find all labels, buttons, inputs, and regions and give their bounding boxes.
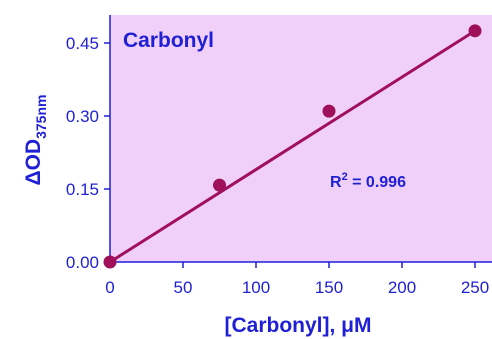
x-axis-title-main: [Carbonyl],	[224, 314, 341, 337]
y-tick-label: 0.00	[66, 253, 99, 272]
x-tick-label: 250	[461, 278, 489, 297]
r2-superscript: 2	[342, 171, 348, 183]
x-axis-title: [Carbonyl], μM	[224, 314, 371, 337]
x-tick-label: 100	[242, 278, 270, 297]
y-axis-title-subscript: 375nm	[33, 95, 49, 139]
data-point	[322, 104, 336, 118]
data-point	[213, 178, 226, 192]
r2-prefix: R	[330, 174, 342, 191]
r-squared-annotation: R2 = 0.996	[330, 171, 406, 191]
y-tick-label: 0.15	[66, 180, 99, 199]
data-point	[103, 255, 117, 269]
x-tick-label: 50	[174, 278, 193, 297]
x-tick-label: 200	[388, 278, 416, 297]
axes	[109, 15, 492, 263]
y-axis-title: ΔOD375nm	[22, 95, 49, 186]
r2-value: = 0.996	[348, 174, 406, 191]
x-tick-label: 0	[105, 278, 114, 297]
x-tick-label: 150	[315, 278, 343, 297]
fit-line	[109, 29, 476, 264]
ticks: 0 50 100 150 200 250 0.00 0.15 0.30 0.45	[66, 34, 489, 297]
data-points	[103, 24, 482, 269]
x-axis-title-unit: μM	[341, 314, 371, 337]
y-tick-label: 0.45	[66, 34, 99, 53]
chart-title: Carbonyl	[123, 29, 214, 52]
data-point	[468, 24, 482, 38]
y-axis-title-prefix: ΔOD	[22, 139, 45, 186]
y-tick-label: 0.30	[66, 107, 99, 126]
